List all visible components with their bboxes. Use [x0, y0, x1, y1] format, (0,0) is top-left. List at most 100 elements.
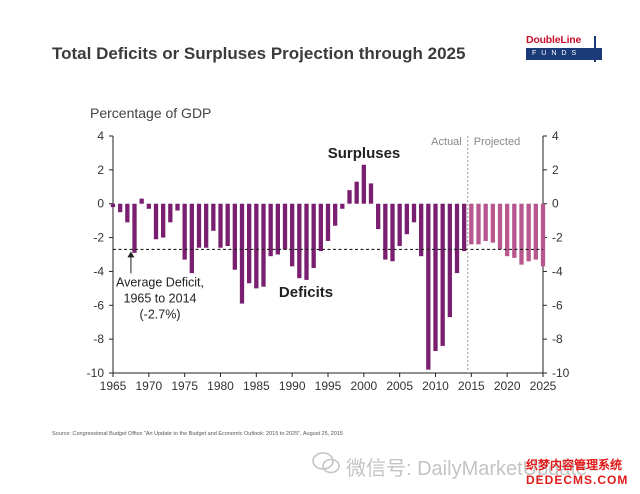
y-tick-label-right: -4 — [552, 264, 563, 278]
bar-actual — [433, 203, 438, 351]
y-tick-label-left: -2 — [93, 231, 104, 245]
x-tick-label: 2025 — [530, 379, 557, 393]
logo-bar — [526, 48, 602, 60]
x-tick-label: 2000 — [350, 379, 377, 393]
actual-label: Actual — [431, 136, 462, 148]
x-tick-label: 1990 — [279, 379, 306, 393]
bar-actual — [333, 203, 338, 226]
bar-projected — [483, 203, 488, 241]
y-tick-label-right: 0 — [552, 197, 559, 211]
average-annotation-line: 1965 to 2014 — [124, 291, 197, 305]
bar-actual — [290, 203, 295, 267]
y-tick-label-left: -4 — [93, 264, 104, 278]
bar-actual — [462, 203, 467, 252]
x-tick-label: 1975 — [171, 379, 198, 393]
bar-actual — [440, 203, 445, 346]
bar-actual — [347, 190, 352, 204]
bar-actual — [211, 203, 216, 231]
bar-actual — [232, 203, 237, 270]
bar-actual — [168, 203, 173, 223]
bar-actual — [383, 203, 388, 260]
y-tick-label-right: 4 — [552, 129, 559, 143]
bar-actual — [225, 203, 230, 247]
bar-actual — [204, 203, 209, 248]
x-tick-label: 1985 — [243, 379, 270, 393]
x-tick-label: 1995 — [315, 379, 342, 393]
bar-projected — [533, 203, 538, 260]
bar-actual — [132, 203, 137, 253]
x-tick-label: 2015 — [458, 379, 485, 393]
bar-actual — [304, 203, 309, 280]
bar-actual — [146, 203, 151, 209]
y-tick-label-right: 2 — [552, 163, 559, 177]
bar-actual — [426, 203, 431, 370]
y-tick-label-right: -10 — [552, 366, 570, 380]
bar-actual — [282, 203, 288, 250]
bar-projected — [476, 203, 481, 245]
average-annotation-line: Average Deficit, — [116, 275, 204, 289]
bar-actual — [318, 203, 323, 252]
bar-projected — [512, 203, 517, 258]
y-tick-label-left: -10 — [87, 366, 105, 380]
average-annotation-line: (-2.7%) — [140, 307, 181, 321]
stamp-line-1: 织梦内容管理系统 — [526, 458, 623, 472]
bar-actual — [247, 203, 252, 284]
bar-projected — [540, 203, 546, 267]
bar-actual — [189, 203, 194, 274]
y-tick-label-left: 4 — [97, 129, 104, 143]
bar-projected — [469, 203, 474, 245]
bar-actual — [390, 203, 395, 262]
bar-actual — [175, 203, 180, 211]
bar-projected — [526, 203, 531, 262]
average-arrow-head — [127, 251, 135, 258]
bar-actual — [419, 203, 424, 257]
deficits-annotation: Deficits — [279, 284, 333, 301]
doubleline-logo: DoubleLine FUNDS — [526, 34, 602, 64]
bar-actual — [340, 203, 345, 209]
bar-actual — [261, 203, 266, 287]
y-axis-label: Percentage of GDP — [90, 105, 211, 121]
bar-actual — [218, 203, 223, 248]
bar-actual — [311, 203, 316, 269]
bar-actual — [397, 203, 402, 247]
wechat-icon — [312, 452, 340, 474]
surpluses-annotation: Surpluses — [328, 145, 401, 162]
bar-actual — [297, 203, 302, 279]
y-tick-label-left: 2 — [97, 163, 104, 177]
bar-actual — [239, 203, 245, 304]
bar-actual — [110, 203, 116, 208]
x-tick-label: 2005 — [386, 379, 413, 393]
y-tick-label-right: -8 — [552, 332, 563, 346]
bar-actual — [454, 203, 460, 274]
bar-actual — [125, 203, 130, 223]
x-tick-label: 1965 — [100, 379, 127, 393]
bar-projected — [497, 203, 503, 250]
y-tick-label-right: -2 — [552, 231, 563, 245]
logo-cross — [594, 36, 596, 62]
bar-actual — [161, 203, 166, 238]
bar-projected — [490, 203, 495, 243]
logo-name: DoubleLine — [526, 34, 582, 46]
stamp-line-2: DEDECMS.COM — [526, 473, 629, 487]
y-tick-label-left: -8 — [93, 332, 104, 346]
x-tick-label: 1980 — [207, 379, 234, 393]
bar-actual — [325, 203, 331, 241]
bar-actual — [447, 203, 452, 318]
bar-actual — [254, 203, 259, 289]
bar-actual — [196, 203, 202, 248]
x-tick-label: 2010 — [422, 379, 449, 393]
y-tick-label-left: 0 — [97, 197, 104, 211]
bar-actual — [361, 164, 366, 204]
chart-title: Total Deficits or Surpluses Projection t… — [52, 44, 466, 63]
bar-actual — [268, 203, 273, 257]
watermark: 微信号: DailyMarketUpdate — [346, 458, 588, 480]
x-tick-label: 1970 — [135, 379, 162, 393]
y-tick-label-right: -6 — [552, 298, 563, 312]
bar-actual — [354, 181, 359, 204]
bar-actual — [139, 198, 144, 204]
x-tick-label: 2020 — [494, 379, 521, 393]
bar-actual — [275, 203, 280, 255]
bar-actual — [411, 203, 417, 223]
